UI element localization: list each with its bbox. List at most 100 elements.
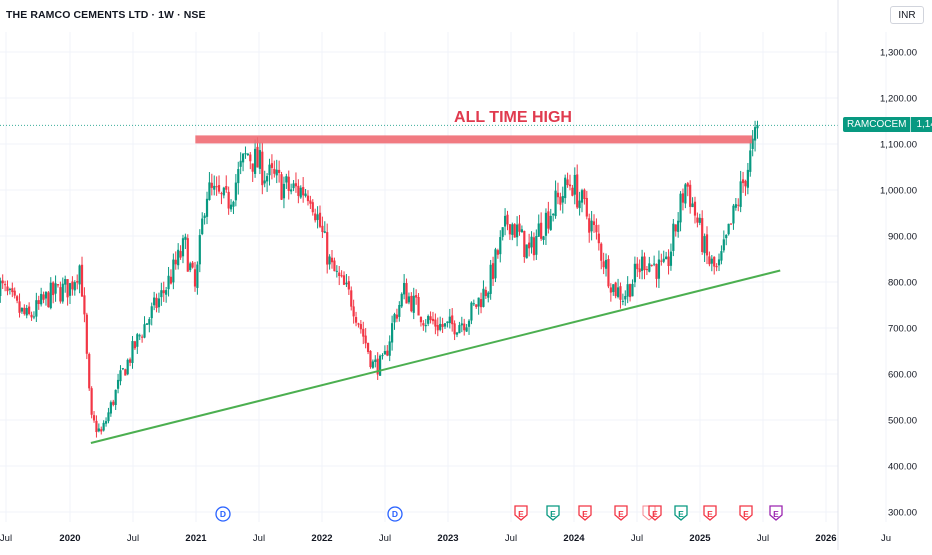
candle-body — [338, 272, 341, 277]
earnings-marker[interactable]: E — [514, 505, 528, 521]
earnings-marker[interactable]: E — [769, 505, 783, 521]
candle-body — [645, 269, 649, 271]
candle-body — [739, 181, 742, 207]
candle-body — [703, 236, 706, 254]
candle-body — [184, 236, 187, 240]
marker-label: E — [743, 509, 749, 519]
candle-body — [239, 160, 242, 167]
marker-label: E — [618, 509, 624, 519]
candle-body — [400, 293, 403, 307]
candle-body — [42, 294, 45, 300]
candle-body — [732, 205, 735, 224]
candle-body — [734, 204, 737, 208]
candle-body — [559, 196, 562, 205]
candle-body — [54, 283, 57, 294]
candle-body — [258, 150, 261, 169]
candle-body — [174, 259, 177, 265]
candle-body — [595, 224, 598, 233]
support-trendline — [90, 269, 781, 444]
earnings-marker[interactable]: E — [546, 505, 560, 521]
dividend-marker[interactable]: D — [387, 506, 403, 522]
candle-body — [326, 232, 329, 265]
candle-body — [677, 220, 680, 232]
candle-body — [83, 295, 86, 315]
candle-body — [261, 151, 264, 186]
candle-body — [588, 218, 591, 233]
candle-body — [181, 238, 185, 257]
axis-layer: 300.00 400.00 500.00 600.00 700.00 800.00 900.… — [0, 0, 917, 550]
candle-body — [540, 222, 543, 239]
candle-body — [56, 284, 60, 286]
candle-body — [66, 279, 69, 298]
candle-body — [119, 370, 122, 382]
candle-body — [686, 183, 689, 187]
earnings-marker[interactable]: E — [674, 505, 688, 521]
candle-body — [95, 420, 98, 433]
candle-body — [648, 263, 651, 272]
candle-body — [100, 429, 103, 432]
candle-body — [18, 301, 21, 313]
earnings-marker[interactable]: E — [739, 505, 753, 521]
candle-body — [28, 306, 31, 314]
candle-body — [205, 198, 209, 217]
candle-body — [602, 261, 605, 268]
candle-body — [439, 323, 442, 330]
candle-body — [234, 182, 237, 201]
candle-body — [720, 251, 723, 261]
candle-body — [112, 401, 115, 405]
candle-body — [290, 189, 293, 192]
candle-body — [374, 359, 377, 362]
earnings-marker[interactable]: E — [703, 505, 717, 521]
currency-button[interactable]: INR — [890, 6, 924, 24]
y-tick-label: 1,000.00 — [880, 186, 917, 197]
symbol-title[interactable]: THE RAMCO CEMENTS LTD · 1W · NSE — [6, 9, 206, 21]
candle-body — [249, 154, 252, 162]
candle-body — [626, 284, 629, 297]
earnings-marker-stacked — [642, 505, 656, 521]
candle-body — [391, 323, 394, 343]
candle-body — [150, 306, 153, 319]
x-tick-label: 2021 — [185, 533, 207, 544]
candle-body — [241, 153, 245, 163]
candle-body — [518, 223, 521, 232]
candle-body — [6, 286, 9, 292]
candle-body — [40, 293, 43, 305]
earnings-marker[interactable]: E — [614, 505, 628, 521]
candle-body — [285, 176, 288, 183]
candle-body — [369, 350, 372, 368]
candle-body — [398, 305, 401, 317]
candle-body — [455, 332, 459, 335]
candle-body — [489, 264, 492, 294]
candle-body — [268, 164, 271, 176]
candle-body — [624, 295, 627, 300]
marker-label: E — [678, 509, 684, 519]
candle-body — [61, 283, 64, 302]
candle-body — [429, 316, 432, 321]
candle-body — [162, 290, 165, 294]
candle-body — [487, 292, 490, 298]
candle-body — [458, 325, 461, 334]
earnings-marker-shape — [739, 505, 753, 521]
dividend-marker[interactable]: D — [215, 506, 231, 522]
candle-body — [328, 256, 331, 265]
x-tick-label: 2022 — [311, 533, 332, 544]
candle-body — [292, 183, 295, 189]
candle-body — [222, 187, 225, 196]
candle-body — [484, 289, 487, 297]
y-tick-label: 1,200.00 — [880, 94, 917, 105]
candle-body — [287, 176, 290, 191]
candle-body — [431, 318, 435, 322]
candle-body — [213, 185, 216, 190]
y-tick-label: 600.00 — [888, 370, 917, 381]
candle-body — [333, 260, 336, 272]
candle-body — [68, 283, 72, 296]
candle-body — [0, 280, 2, 297]
candle-body — [299, 187, 302, 198]
candle-body — [532, 237, 536, 256]
candle-body — [253, 148, 257, 174]
earnings-marker[interactable]: E — [578, 505, 592, 521]
marker-label: D — [392, 509, 398, 519]
candle-body — [237, 169, 240, 184]
candle-body — [352, 306, 355, 317]
